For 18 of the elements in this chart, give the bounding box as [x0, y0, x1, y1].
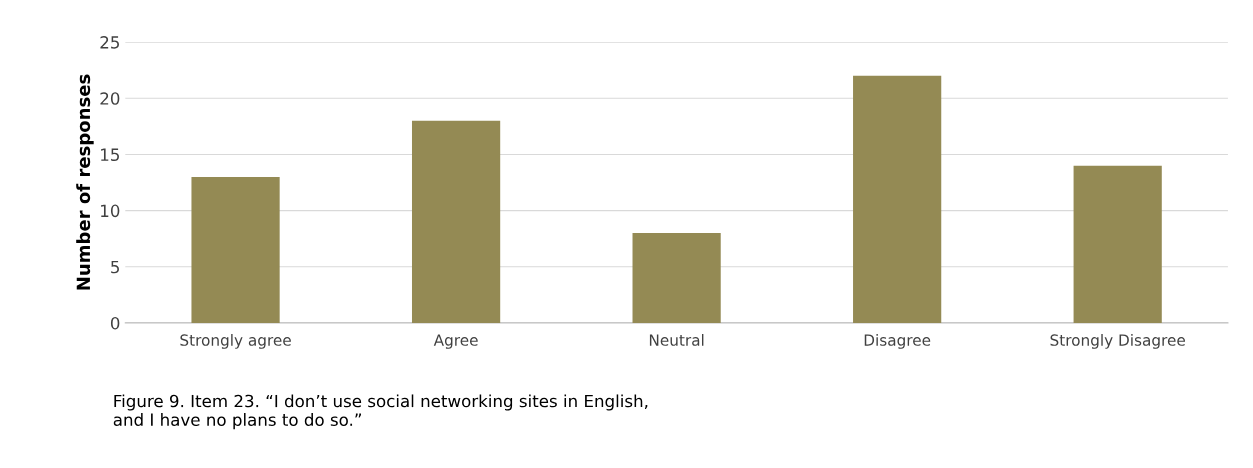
y-tick-label: 15 — [101, 148, 119, 162]
y-tick-label: 5 — [111, 260, 119, 274]
x-tick-label: Strongly Disagree — [1050, 334, 1185, 349]
y-tick-label: 20 — [100, 92, 120, 105]
bar — [632, 233, 721, 323]
bar — [191, 176, 280, 323]
x-tick-label: Agree — [433, 334, 478, 349]
caption: Figure 9. Item 23. “I don’t use social networking sites in English, and I have no plans to do so.” — [113, 394, 648, 430]
bar — [1073, 165, 1162, 323]
y-tick-label: 25 — [100, 36, 119, 49]
x-tick-label: Neutral — [649, 334, 704, 346]
bar — [411, 120, 501, 323]
y-tick-label: 10 — [101, 204, 120, 218]
x-tick-label: Disagree — [864, 334, 931, 349]
y-tick-label: 0 — [110, 316, 120, 330]
x-tick-label: Strongly agree — [180, 334, 291, 349]
y-axis-title: Number of responses — [76, 74, 94, 290]
bar — [853, 75, 942, 323]
